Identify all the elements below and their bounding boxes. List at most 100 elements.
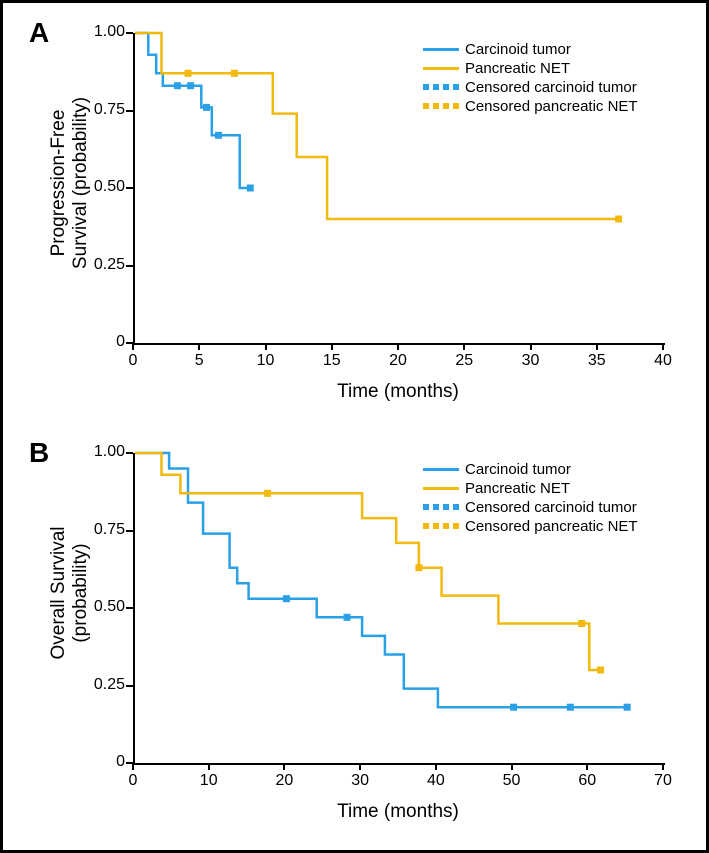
legend-item: Carcinoid tumor [423,41,638,58]
x-tick [359,763,361,770]
panel-b-label: B [29,437,49,469]
x-tick [586,763,588,770]
x-tick [511,763,513,770]
x-tick [397,343,399,350]
y-tick [126,265,133,267]
x-tick-label: 20 [269,772,299,790]
legend-item: Carcinoid tumor [423,461,638,478]
x-tick-label: 0 [118,772,148,790]
y-tick-label: 0.50 [81,598,125,616]
censor-marker-pancreatic [264,490,271,497]
x-tick [132,343,134,350]
panel-a: A Progression-Free Survival (probability… [3,3,706,423]
y-tick [126,607,133,609]
y-tick-label: 0.75 [81,101,125,119]
censor-marker-carcinoid [247,185,254,192]
y-tick [126,530,133,532]
censor-marker-pancreatic [597,667,604,674]
panel-b-legend: Carcinoid tumor Pancreatic NET Censored ca… [423,461,638,537]
censor-marker-pancreatic [415,564,422,571]
censor-marker-carcinoid [510,704,517,711]
censor-marker-carcinoid [203,104,210,111]
panel-b-x-label: Time (months) [133,801,663,823]
y-tick-label: 0.75 [81,521,125,539]
x-tick-label: 25 [449,352,479,370]
x-tick-label: 10 [194,772,224,790]
y-tick-label: 0 [81,333,125,351]
censor-marker-pancreatic [578,620,585,627]
x-tick [596,343,598,350]
legend-label: Censored pancreatic NET [465,98,638,115]
censor-marker-carcinoid [215,132,222,139]
figure-container: A Progression-Free Survival (probability… [0,0,709,853]
x-tick-label: 30 [345,772,375,790]
x-tick-label: 40 [648,352,678,370]
legend-swatch [423,48,459,51]
x-tick-label: 10 [251,352,281,370]
x-tick [331,343,333,350]
panel-a-label: A [29,17,49,49]
panel-b: B Overall Survival (probability) Time (m… [3,423,706,843]
y-tick-label: 1.00 [81,443,125,461]
legend-item: Censored pancreatic NET [423,98,638,115]
x-tick-label: 30 [516,352,546,370]
censor-marker-carcinoid [624,704,631,711]
x-tick-label: 20 [383,352,413,370]
x-tick [662,343,664,350]
censor-marker-carcinoid [344,614,351,621]
x-tick-label: 15 [317,352,347,370]
y-tick-label: 1.00 [81,23,125,41]
y-tick-label: 0.25 [81,676,125,694]
y-tick [126,685,133,687]
x-tick [662,763,664,770]
x-tick [530,343,532,350]
x-tick-label: 60 [572,772,602,790]
legend-item: Censored carcinoid tumor [423,499,638,516]
yb-label-line2: (probability) [70,543,91,642]
x-tick-label: 35 [582,352,612,370]
x-tick-label: 5 [184,352,214,370]
y-tick [126,452,133,454]
y-tick [126,187,133,189]
panel-b-y-label: Overall Survival (probability) [48,448,92,738]
censor-marker-carcinoid [567,704,574,711]
censor-marker-carcinoid [174,82,181,89]
y-tick-label: 0.25 [81,256,125,274]
x-tick [198,343,200,350]
y-tick [126,762,133,764]
y-tick [126,342,133,344]
x-tick [265,343,267,350]
x-tick [435,763,437,770]
x-tick-label: 40 [421,772,451,790]
legend-swatch [423,468,459,471]
censor-marker-pancreatic [185,70,192,77]
x-tick [132,763,134,770]
legend-label: Censored carcinoid tumor [465,499,637,516]
x-tick-label: 70 [648,772,678,790]
y-label-line1: Progression-Free [48,110,69,257]
censor-marker-carcinoid [283,595,290,602]
legend-item: Pancreatic NET [423,480,638,497]
legend-label: Censored pancreatic NET [465,518,638,535]
legend-label: Pancreatic NET [465,60,570,77]
y-tick-label: 0.50 [81,178,125,196]
legend-label: Carcinoid tumor [465,41,571,58]
yb-label-line1: Overall Survival [48,526,69,659]
legend-item: Censored pancreatic NET [423,518,638,535]
legend-swatch [423,487,459,490]
legend-item: Pancreatic NET [423,60,638,77]
panel-a-x-label: Time (months) [133,381,663,403]
x-tick [283,763,285,770]
y-tick-label: 0 [81,753,125,771]
x-tick-label: 0 [118,352,148,370]
y-tick [126,110,133,112]
series-carcinoid-line [135,33,250,188]
y-tick [126,32,133,34]
censor-marker-pancreatic [615,216,622,223]
legend-label: Censored carcinoid tumor [465,79,637,96]
legend-label: Carcinoid tumor [465,461,571,478]
legend-item: Censored carcinoid tumor [423,79,638,96]
x-tick-label: 50 [497,772,527,790]
legend-label: Pancreatic NET [465,480,570,497]
x-tick [208,763,210,770]
